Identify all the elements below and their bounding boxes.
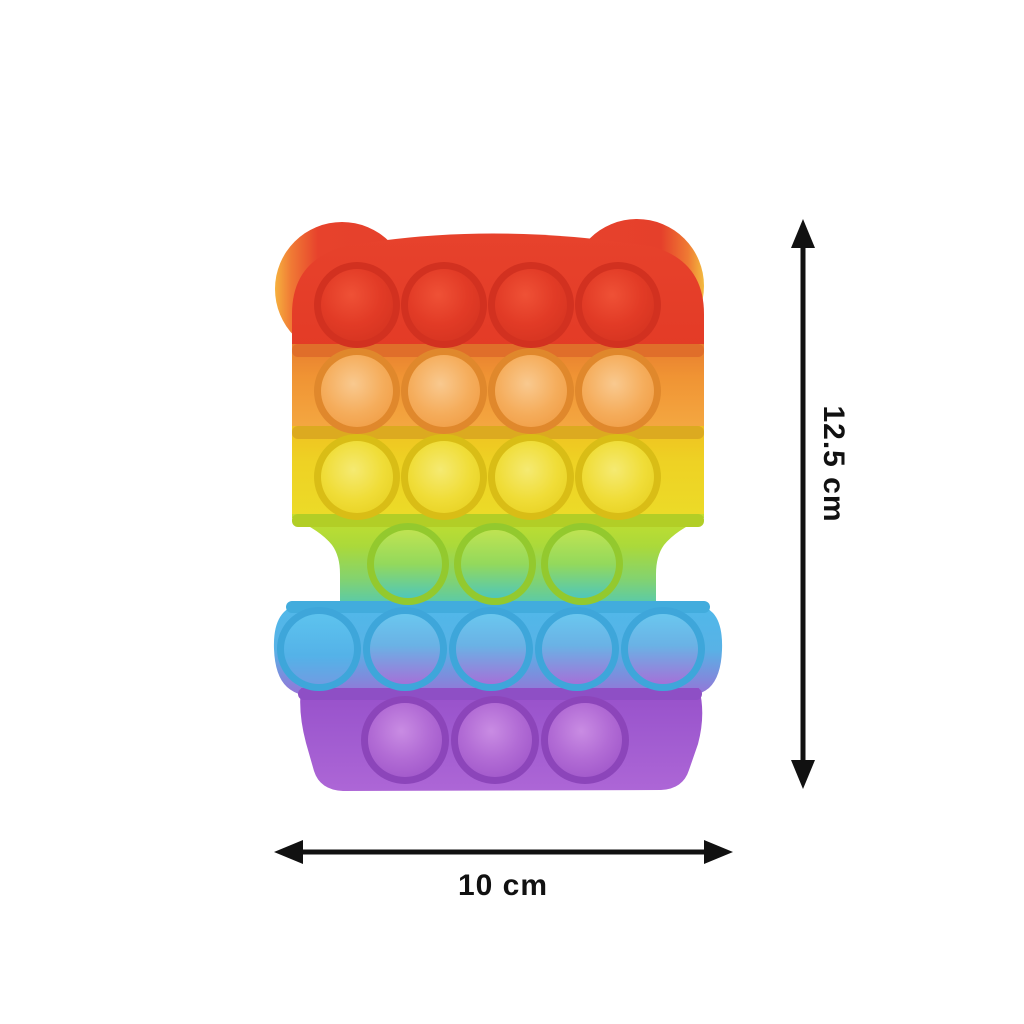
- arrowhead-up-icon: [791, 219, 815, 248]
- width-dimension-label: 10 cm: [457, 869, 549, 902]
- bubble: [548, 703, 622, 777]
- bubble: [408, 355, 480, 427]
- bubble: [374, 530, 442, 598]
- bubble: [582, 441, 654, 513]
- bubble-row-blue: [277, 607, 705, 691]
- height-arrow: [791, 219, 815, 789]
- bubble: [284, 614, 354, 684]
- bubble-row-yellow: [314, 434, 661, 520]
- bubble: [495, 355, 567, 427]
- divider-yellow-green: [292, 514, 704, 527]
- bubble: [368, 703, 442, 777]
- arrowhead-right-icon: [704, 840, 733, 864]
- bubble: [495, 441, 567, 513]
- bubble: [495, 269, 567, 341]
- bubble: [582, 269, 654, 341]
- bubble: [408, 269, 480, 341]
- bubble: [461, 530, 529, 598]
- bubble: [408, 441, 480, 513]
- bubble: [456, 614, 526, 684]
- arrowhead-left-icon: [274, 840, 303, 864]
- bubble: [321, 355, 393, 427]
- bubble-row-red: [314, 262, 661, 348]
- bubble: [582, 355, 654, 427]
- bubble-row-purple: [361, 696, 629, 784]
- bubble-row-orange: [314, 348, 661, 434]
- bubble: [321, 441, 393, 513]
- bubble: [542, 614, 612, 684]
- width-arrow: [274, 840, 733, 864]
- bubble: [628, 614, 698, 684]
- bubble: [321, 269, 393, 341]
- pop-it-toy: [273, 219, 723, 791]
- bubble: [548, 530, 616, 598]
- bubble: [370, 614, 440, 684]
- bubble: [458, 703, 532, 777]
- height-dimension-label: 12.5 cm: [817, 405, 850, 523]
- bubble-row-green: [367, 523, 623, 605]
- arrowhead-down-icon: [791, 760, 815, 789]
